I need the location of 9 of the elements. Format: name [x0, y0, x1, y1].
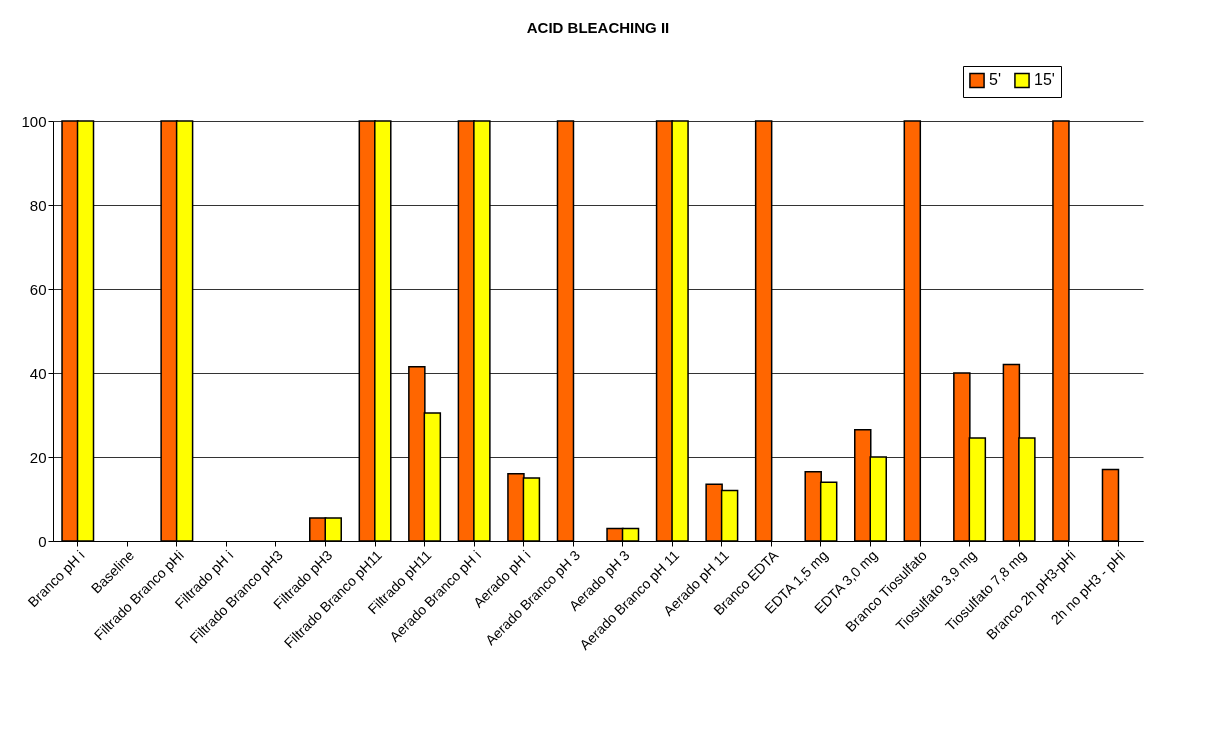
- y-tick-label: 0: [38, 532, 47, 550]
- chart-title: ACID BLEACHING II: [526, 18, 670, 36]
- y-tick-label: 60: [29, 280, 47, 298]
- y-tick-label: 40: [29, 364, 47, 382]
- y-tick-label: 100: [21, 112, 47, 130]
- legend-label: 15': [1034, 71, 1055, 89]
- y-tick-label: 80: [29, 196, 47, 214]
- y-tick-label: 20: [29, 448, 47, 466]
- legend-label: 5': [989, 71, 1001, 89]
